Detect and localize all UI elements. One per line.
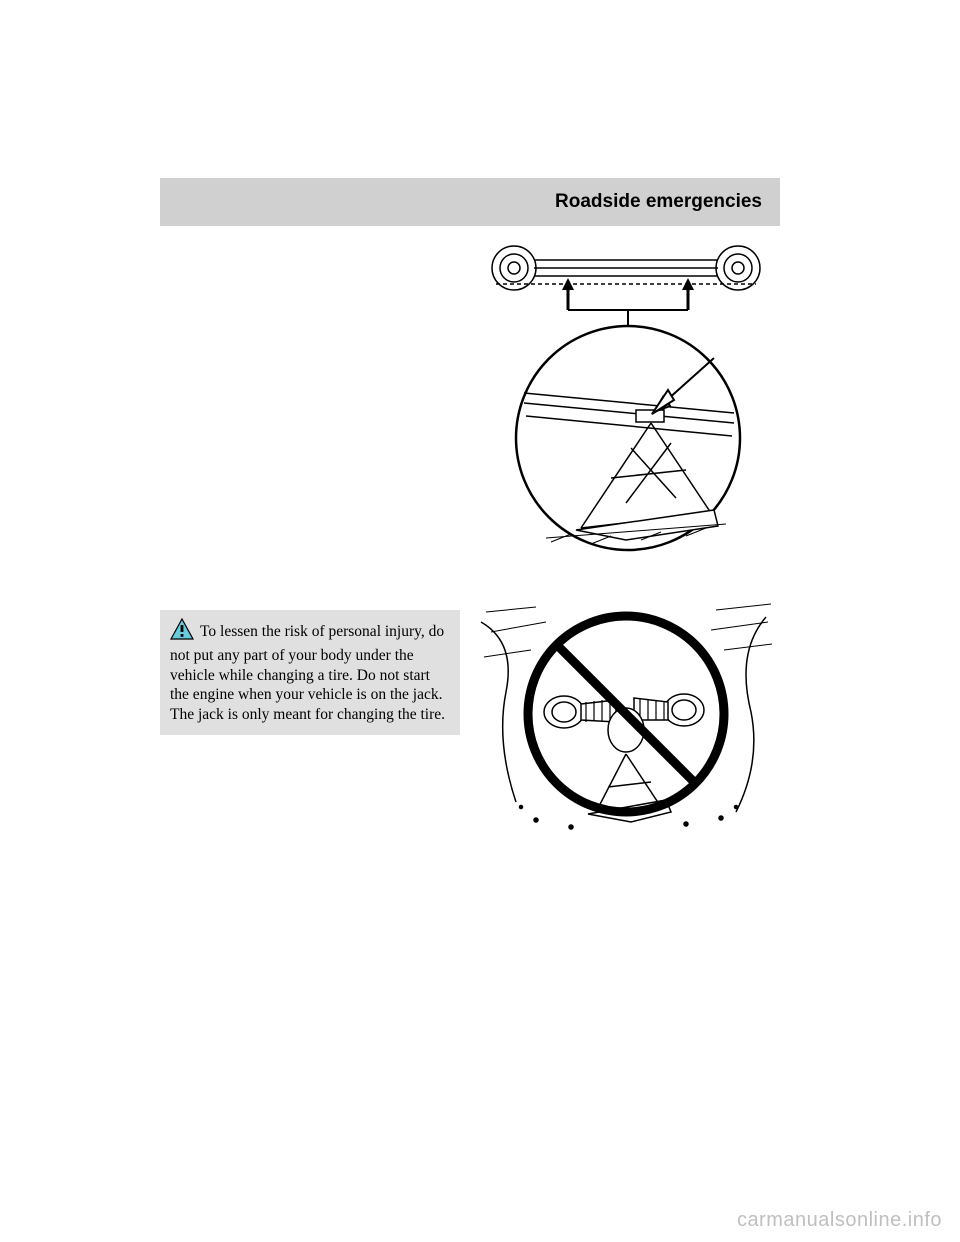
figure-column — [472, 238, 780, 842]
warning-icon — [170, 618, 194, 646]
warning-text: To lessen the risk of personal injury, d… — [170, 623, 445, 723]
warning-box: To lessen the risk of personal injury, d… — [160, 610, 460, 735]
jack-location-figure — [476, 238, 776, 558]
text-column: To lessen the risk of personal injury, d… — [160, 238, 460, 842]
section-header: Roadside emergencies — [160, 178, 780, 226]
section-title: Roadside emergencies — [555, 191, 762, 213]
manual-page: Roadside emergencies To lessen the risk … — [160, 178, 780, 842]
watermark: carmanualsonline.info — [737, 1209, 942, 1232]
content-row: To lessen the risk of personal injury, d… — [160, 238, 780, 842]
jack-prohibited-figure — [476, 602, 776, 842]
